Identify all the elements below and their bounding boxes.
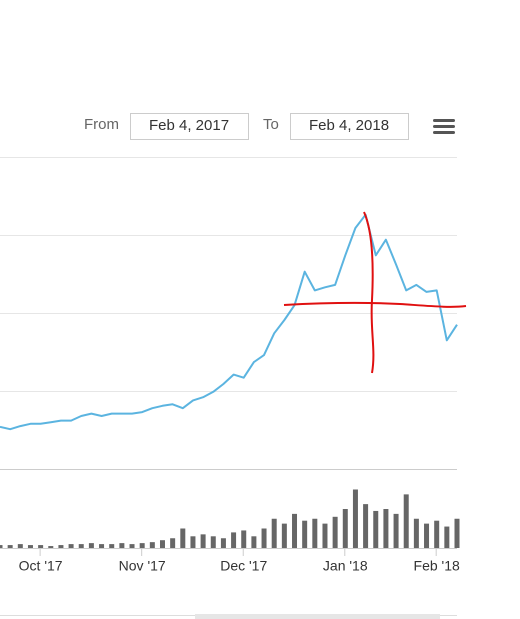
- volume-bar: [58, 545, 64, 548]
- volume-bar: [312, 518, 318, 548]
- volume-bar: [342, 509, 348, 548]
- volume-bar: [0, 545, 3, 548]
- volume-bar: [149, 542, 155, 548]
- annotation: [283, 211, 467, 374]
- volume-bar: [413, 518, 419, 548]
- volume-bar: [231, 532, 237, 548]
- volume-bar: [48, 546, 54, 548]
- volume-bar: [159, 540, 165, 548]
- volume-bar: [170, 538, 176, 548]
- hand-drawn-vertical: [363, 211, 375, 374]
- volume-bar: [332, 516, 338, 548]
- volume-bar: [139, 543, 145, 548]
- volume-bar: [68, 544, 74, 548]
- price-line: [0, 213, 458, 431]
- volume-bar: [99, 544, 105, 548]
- volume-bar: [220, 538, 226, 548]
- volume-bar: [119, 543, 125, 548]
- volume-bar: [27, 545, 33, 548]
- menu-bar: [433, 119, 455, 122]
- x-tick-label: Feb '18: [414, 558, 460, 574]
- volume-bar: [271, 518, 277, 548]
- x-tick-label: Nov '17: [119, 558, 166, 574]
- volume-bar: [200, 534, 206, 548]
- from-input[interactable]: [130, 113, 249, 140]
- x-tick-label: Oct '17: [19, 558, 63, 574]
- volume-bar: [281, 523, 287, 548]
- volume-bar: [352, 489, 358, 548]
- volume-bar: [17, 544, 23, 548]
- volume-bar: [261, 528, 267, 548]
- x-tick-label: Dec '17: [220, 558, 267, 574]
- volume-bar: [322, 523, 328, 548]
- volume-bar: [444, 526, 450, 548]
- volume-bar: [7, 545, 13, 548]
- menu-bar: [433, 125, 455, 128]
- to-date: Feb 4, 2018: [309, 117, 389, 134]
- volume-bar: [251, 536, 257, 548]
- volume-bar: [109, 544, 115, 548]
- to-input[interactable]: [290, 113, 409, 140]
- volume-bar: [88, 543, 94, 548]
- volume-bar: [403, 494, 409, 548]
- volume-bar: [434, 520, 440, 548]
- volume-bar: [393, 513, 399, 548]
- from-label: From: [84, 116, 119, 133]
- volume-bar: [454, 518, 460, 548]
- plot: Oct '17 Nov '17 Dec '17 Jan '18 Feb '18: [0, 213, 460, 574]
- volume-bar: [129, 544, 135, 548]
- volume-bar: [38, 545, 44, 548]
- volume-bar: [210, 536, 216, 548]
- volume-bar: [424, 523, 430, 548]
- from-date: Feb 4, 2017: [149, 117, 229, 134]
- volume-bar: [241, 530, 247, 548]
- volume-bar: [78, 544, 84, 548]
- volume-bar: [302, 520, 308, 548]
- volume-bar: [190, 536, 196, 548]
- menu-button[interactable]: [433, 119, 455, 134]
- menu-bar: [433, 131, 455, 134]
- volume-bar: [383, 509, 389, 548]
- navigator-handle[interactable]: [195, 614, 440, 619]
- x-tick-label: Jan '18: [323, 558, 368, 574]
- to-label: To: [263, 116, 279, 133]
- hand-drawn-horizontal: [283, 301, 467, 308]
- volume-bar: [373, 510, 379, 548]
- volume-bar: [180, 528, 186, 548]
- volume-bar: [363, 504, 369, 548]
- volume-bar: [292, 513, 298, 548]
